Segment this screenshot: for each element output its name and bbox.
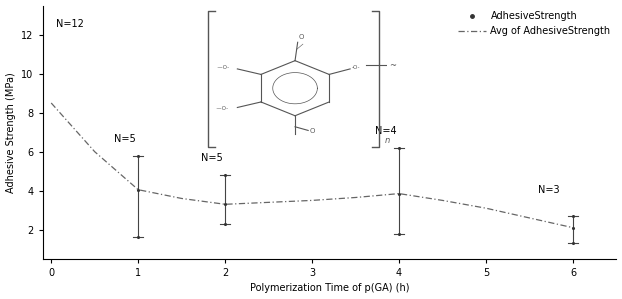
Point (220, 202, 230, 207)
Point (220, 173, 230, 178)
Point (220, 221, 230, 226)
Point (133, 187, 143, 192)
Point (568, 213, 578, 218)
Text: N=5: N=5 (114, 134, 136, 144)
Text: N=3: N=3 (538, 184, 560, 195)
Legend: AdhesiveStrength, Avg of AdhesiveStrength: AdhesiveStrength, Avg of AdhesiveStrengt… (455, 7, 615, 40)
Text: N=5: N=5 (201, 153, 223, 163)
Point (133, 235, 143, 240)
Point (133, 153, 143, 158)
Point (568, 225, 578, 230)
Point (394, 191, 404, 196)
Point (568, 241, 578, 246)
Text: N=12: N=12 (55, 19, 83, 29)
Point (394, 231, 404, 236)
Y-axis label: Adhesive Strength (MPa): Adhesive Strength (MPa) (6, 72, 16, 193)
Point (394, 145, 404, 150)
X-axis label: Polymerization Time of p(GA) (h): Polymerization Time of p(GA) (h) (249, 283, 409, 293)
Text: N=4: N=4 (374, 126, 396, 136)
